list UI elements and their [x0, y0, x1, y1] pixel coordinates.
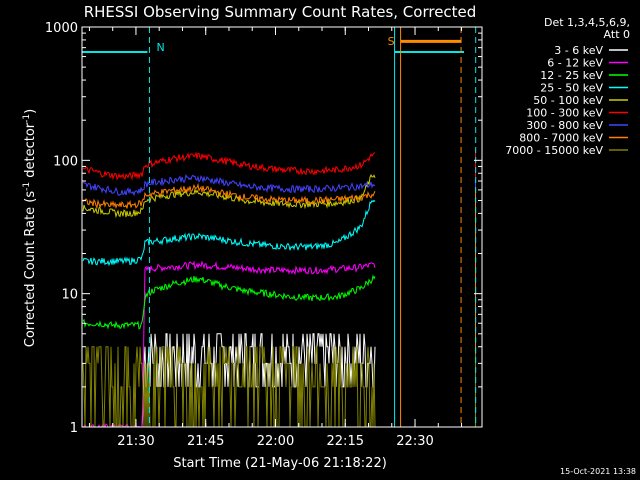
- s-flag-label: S: [388, 35, 395, 48]
- x-tick-label: 22:15: [327, 434, 364, 449]
- y-axis-label-sup1: -1: [22, 182, 32, 191]
- y-axis-label: Corrected Count Rate (s-1 detector-1): [22, 109, 38, 347]
- legend-label: 50 - 100 keV: [533, 94, 603, 107]
- legend-label: 25 - 50 keV: [540, 82, 603, 95]
- y-tick-label: 1: [70, 421, 78, 436]
- y-tick-label: 1000: [45, 21, 78, 36]
- legend-title-line2: Att 0: [604, 28, 630, 41]
- series-line: [82, 199, 376, 267]
- series-line: [82, 274, 376, 330]
- legend-label: 12 - 25 keV: [540, 69, 603, 82]
- x-tick-label: 22:30: [396, 434, 433, 449]
- legend-label: 100 - 300 keV: [526, 107, 603, 120]
- axes-layer: 1 10 100 1000 21:30 21:45 22:00 22:15 22:30: [45, 21, 482, 449]
- series-line: [82, 151, 376, 181]
- night-flag-label: N: [156, 41, 164, 54]
- legend-label: 6 - 12 keV: [547, 57, 603, 70]
- y-axis-label-part3: ): [23, 109, 38, 114]
- x-tick-label: 22:00: [257, 434, 294, 449]
- legend-title-line1: Det 1,3,4,5,6,9,: [544, 16, 630, 29]
- legend-label: 3 - 6 keV: [554, 44, 603, 57]
- y-tick-label: 10: [61, 288, 78, 303]
- plot-frame: [81, 26, 483, 428]
- y-axis-label-part2: detector: [23, 122, 38, 182]
- chart-title: RHESSI Observing Summary Count Rates, Co…: [84, 3, 477, 21]
- legend-label: 300 - 800 keV: [526, 119, 603, 132]
- x-tick-label: 21:45: [187, 434, 224, 449]
- series-line: [82, 182, 376, 210]
- legend-label: 7000 - 15000 keV: [505, 144, 603, 157]
- x-tick-label: 21:30: [117, 434, 154, 449]
- y-axis-label-sup2: -1: [22, 114, 32, 123]
- data-layer: [82, 149, 476, 427]
- series-line: [82, 173, 376, 197]
- y-tick-label: 100: [53, 154, 78, 169]
- x-axis-label: Start Time (21-May-06 21:18:22): [173, 456, 387, 471]
- series-line: [82, 346, 376, 427]
- legend-label: 800 - 7000 keV: [519, 132, 603, 145]
- y-axis-label-part1: Corrected Count Rate (s: [23, 191, 38, 348]
- timestamp: 15-Oct-2021 13:38: [560, 467, 636, 476]
